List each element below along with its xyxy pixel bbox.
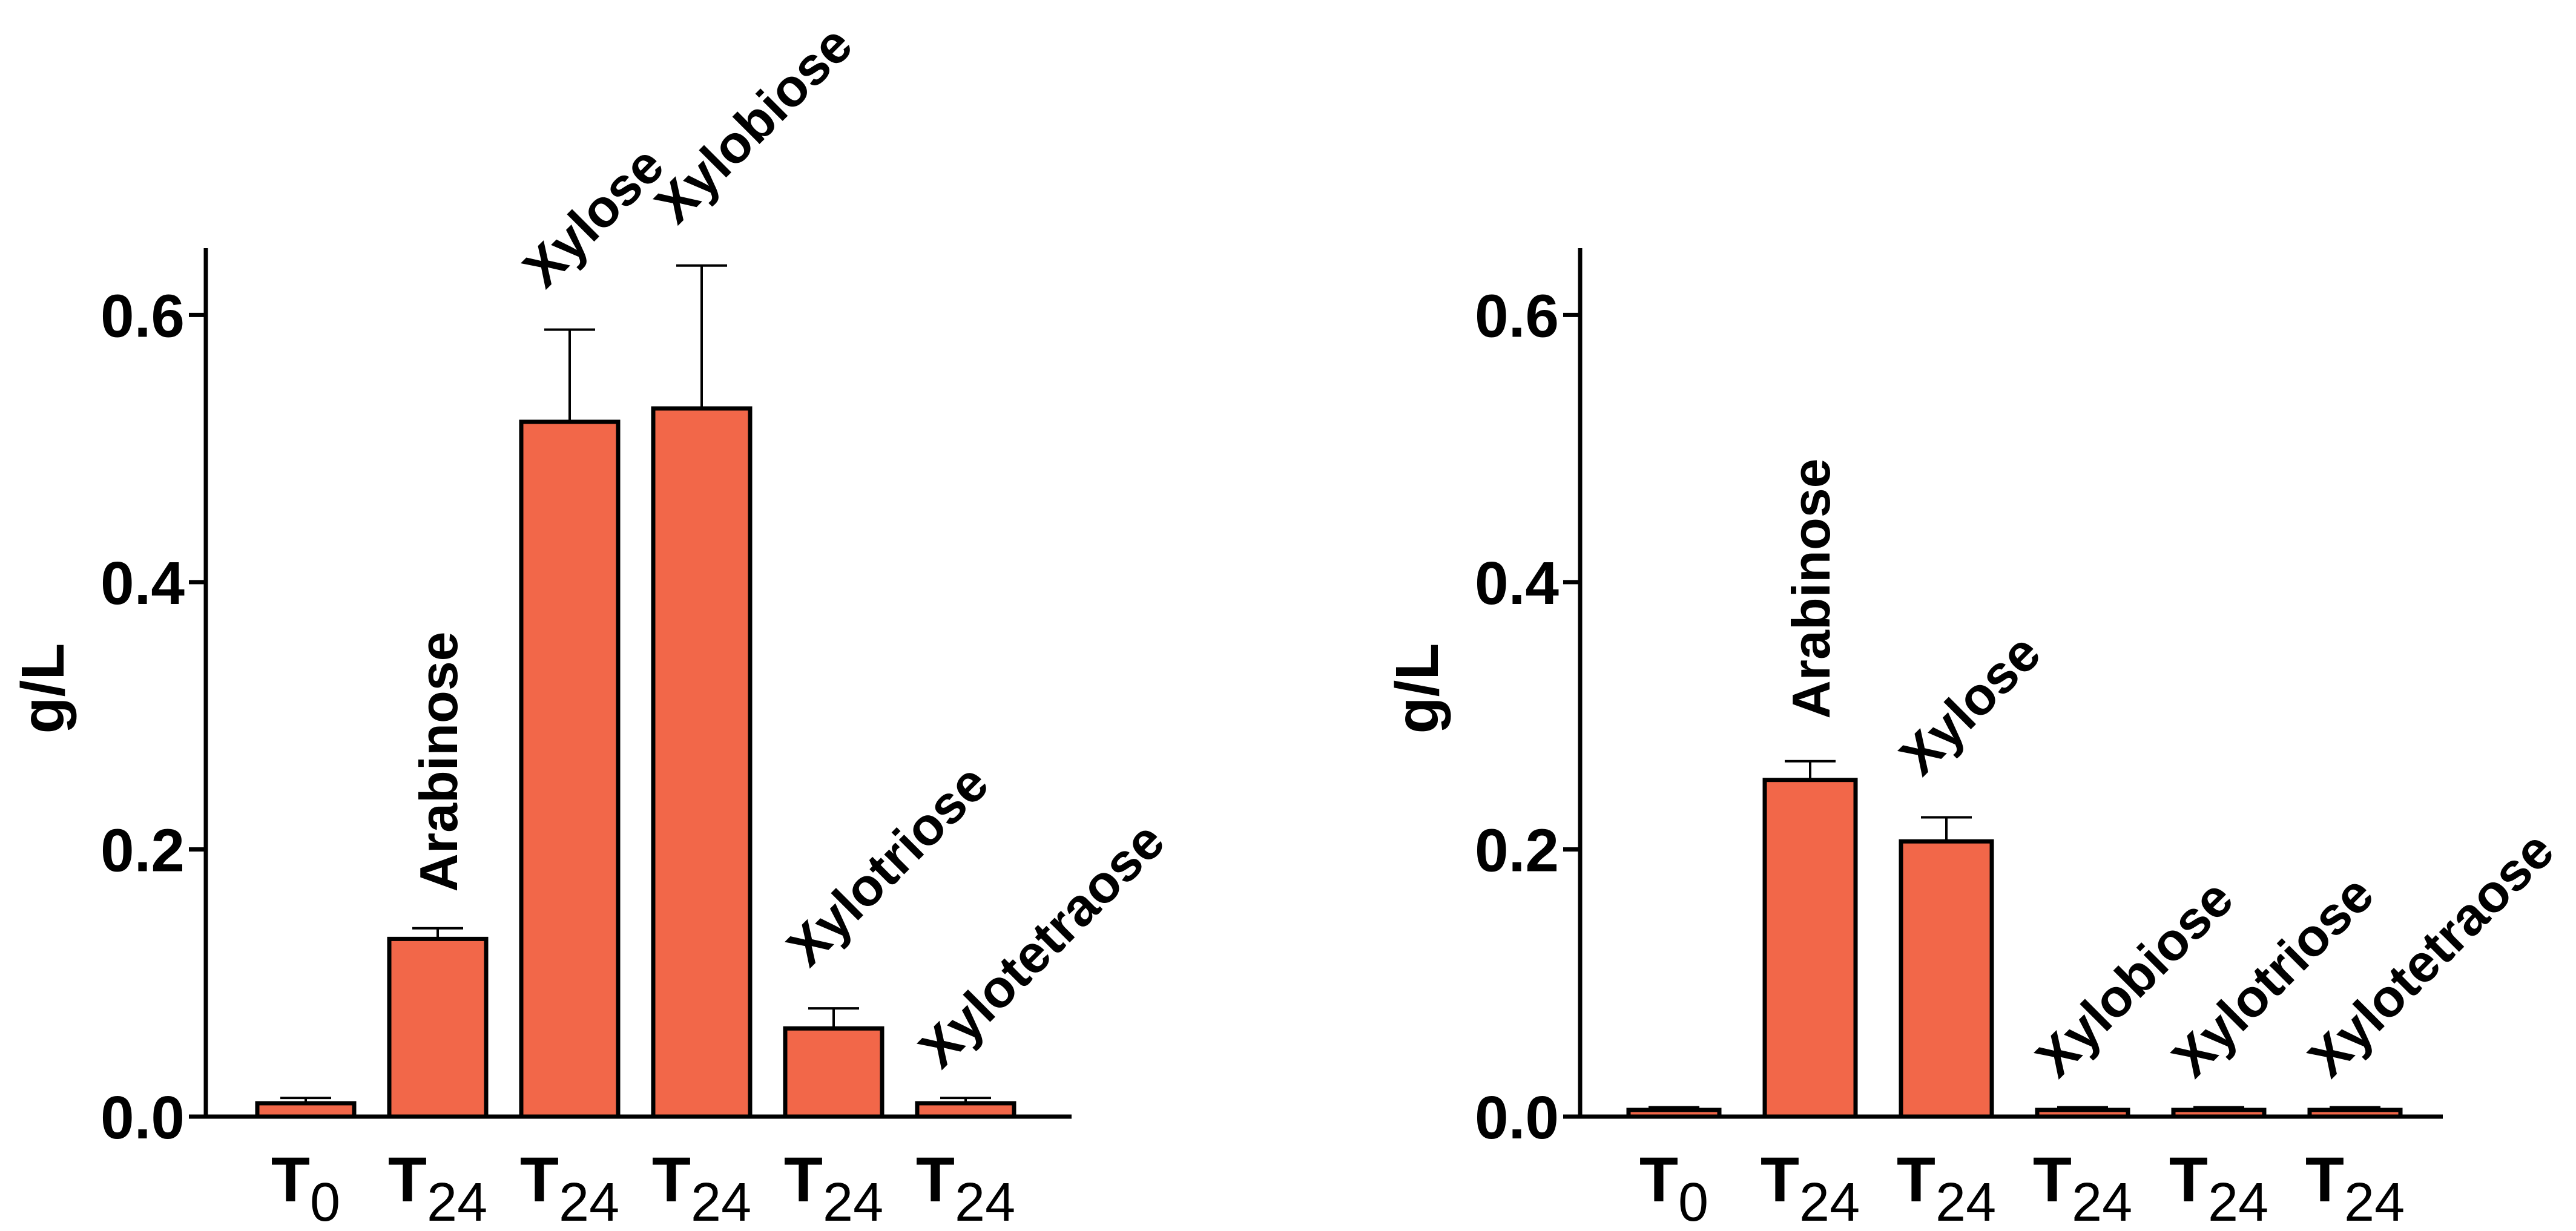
- bar: [387, 936, 489, 1119]
- x-tick-label: T0: [271, 1144, 340, 1231]
- x-tick-label: T0: [1639, 1144, 1708, 1231]
- right-chart-panel: 0.0 0.2 0.4 0.6 g/L T0 T24 Arabinose T24 Xylose T2…: [1383, 248, 2565, 1231]
- bar: [1626, 1108, 1722, 1119]
- y-tick-label: 0.2: [1475, 816, 1559, 884]
- y-tick-label: 0.0: [100, 1084, 185, 1152]
- y-axis-label: g/L: [9, 643, 77, 734]
- y-tick-label: 0.2: [100, 816, 185, 884]
- bar-annotation-label: Arabinose: [1781, 458, 1841, 718]
- bar: [783, 1026, 884, 1119]
- bar-annotation-label: Xylose: [511, 134, 675, 298]
- left-chart-panel: 0.0 0.2 0.4 0.6 g/L T0 T24 Arabinose T24 Xylose T2…: [9, 14, 1176, 1231]
- bar-annotation-label: Arabinose: [409, 631, 469, 891]
- y-tick-label: 0.6: [1475, 282, 1559, 350]
- bar: [519, 419, 621, 1119]
- x-tick-label: T24: [652, 1144, 751, 1231]
- y-tick-label: 0.0: [1475, 1084, 1559, 1152]
- bar-annotation-label: Xylobiose: [643, 14, 863, 234]
- x-tick-label: T24: [1761, 1144, 1860, 1231]
- bar: [1899, 839, 1994, 1119]
- bar: [2307, 1108, 2403, 1119]
- x-tick-label: T24: [1897, 1144, 1996, 1231]
- x-tick-label: T24: [388, 1144, 487, 1231]
- x-tick-label: T24: [2305, 1144, 2405, 1231]
- bar: [1762, 778, 1858, 1119]
- x-tick-label: T24: [520, 1144, 619, 1231]
- bar: [915, 1101, 1016, 1119]
- y-tick-label: 0.4: [1475, 550, 1559, 617]
- bar-annotation-label: Xylotriose: [775, 753, 1000, 977]
- bar-annotation-label: Xylotetraose: [907, 810, 1176, 1079]
- x-tick-label: T24: [916, 1144, 1015, 1231]
- y-tick-label: 0.4: [100, 550, 185, 617]
- bar: [2171, 1108, 2267, 1119]
- bar-annotation-label: Xylose: [1888, 622, 2052, 786]
- bar: [651, 406, 753, 1119]
- y-tick-label: 0.6: [100, 282, 185, 350]
- bar: [255, 1101, 357, 1119]
- bar: [2035, 1108, 2130, 1119]
- y-axis-label: g/L: [1383, 643, 1451, 734]
- x-tick-label: T24: [2033, 1144, 2132, 1231]
- x-tick-label: T24: [2169, 1144, 2268, 1231]
- x-tick-label: T24: [784, 1144, 883, 1231]
